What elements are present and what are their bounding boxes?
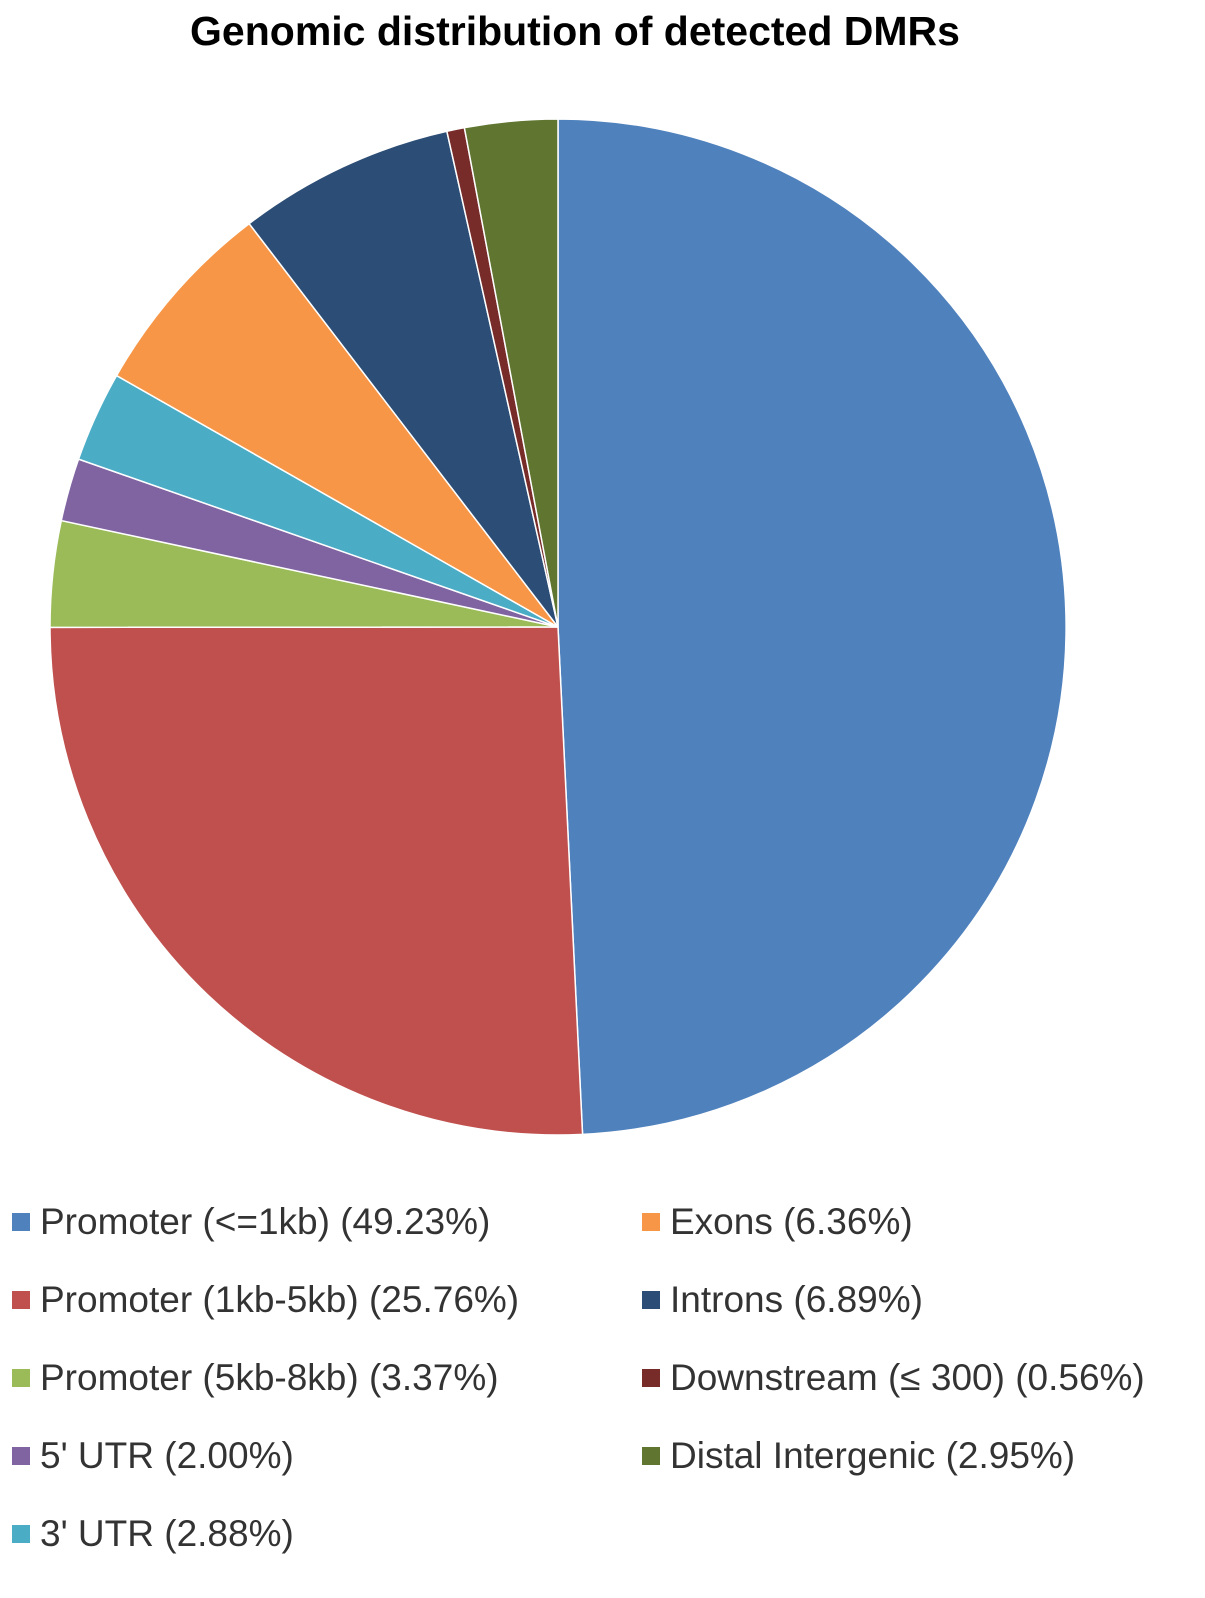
legend-swatch-0 [12, 1213, 30, 1231]
legend-item-5: Exons (6.36%) [642, 1200, 913, 1244]
legend-label-6: Introns (6.89%) [670, 1279, 923, 1320]
legend-item-7: Downstream (≤ 300) (0.56%) [642, 1356, 1145, 1400]
legend-item-6: Introns (6.89%) [642, 1278, 923, 1322]
pie-slice-0 [557, 118, 1067, 1136]
legend-swatch-1 [12, 1291, 30, 1309]
legend-swatch-7 [642, 1369, 660, 1387]
legend-swatch-4 [12, 1525, 30, 1543]
pie-chart [49, 118, 1067, 1136]
pie-slices [49, 118, 1067, 1136]
legend-swatch-6 [642, 1291, 660, 1309]
legend-swatch-8 [642, 1447, 660, 1465]
legend-item-1: Promoter (1kb-5kb) (25.76%) [12, 1278, 519, 1322]
legend-label-2: Promoter (5kb-8kb) (3.37%) [40, 1357, 499, 1398]
legend-item-0: Promoter (<=1kb) (49.23%) [12, 1200, 490, 1244]
legend-item-8: Distal Intergenic (2.95%) [642, 1434, 1075, 1478]
legend-label-1: Promoter (1kb-5kb) (25.76%) [40, 1279, 520, 1320]
chart-title: Genomic distribution of detected DMRs [190, 8, 960, 54]
legend-label-3: 5' UTR (2.00%) [40, 1435, 294, 1476]
legend-item-4: 3' UTR (2.88%) [12, 1512, 294, 1556]
legend-label-4: 3' UTR (2.88%) [40, 1513, 294, 1554]
legend-swatch-5 [642, 1213, 660, 1231]
pie-slice-6 [248, 130, 559, 628]
legend-swatch-3 [12, 1447, 30, 1465]
legend-item-2: Promoter (5kb-8kb) (3.37%) [12, 1356, 499, 1400]
legend-label-5: Exons (6.36%) [670, 1201, 913, 1242]
pie-slice-8 [463, 118, 559, 628]
legend-item-3: 5' UTR (2.00%) [12, 1434, 294, 1478]
pie-slice-5 [115, 222, 559, 628]
legend-label-0: Promoter (<=1kb) (49.23%) [40, 1201, 491, 1242]
pie-slice-1 [49, 626, 584, 1136]
legend-label-8: Distal Intergenic (2.95%) [670, 1435, 1076, 1476]
legend-swatch-2 [12, 1369, 30, 1387]
legend-label-7: Downstream (≤ 300) (0.56%) [670, 1357, 1145, 1398]
